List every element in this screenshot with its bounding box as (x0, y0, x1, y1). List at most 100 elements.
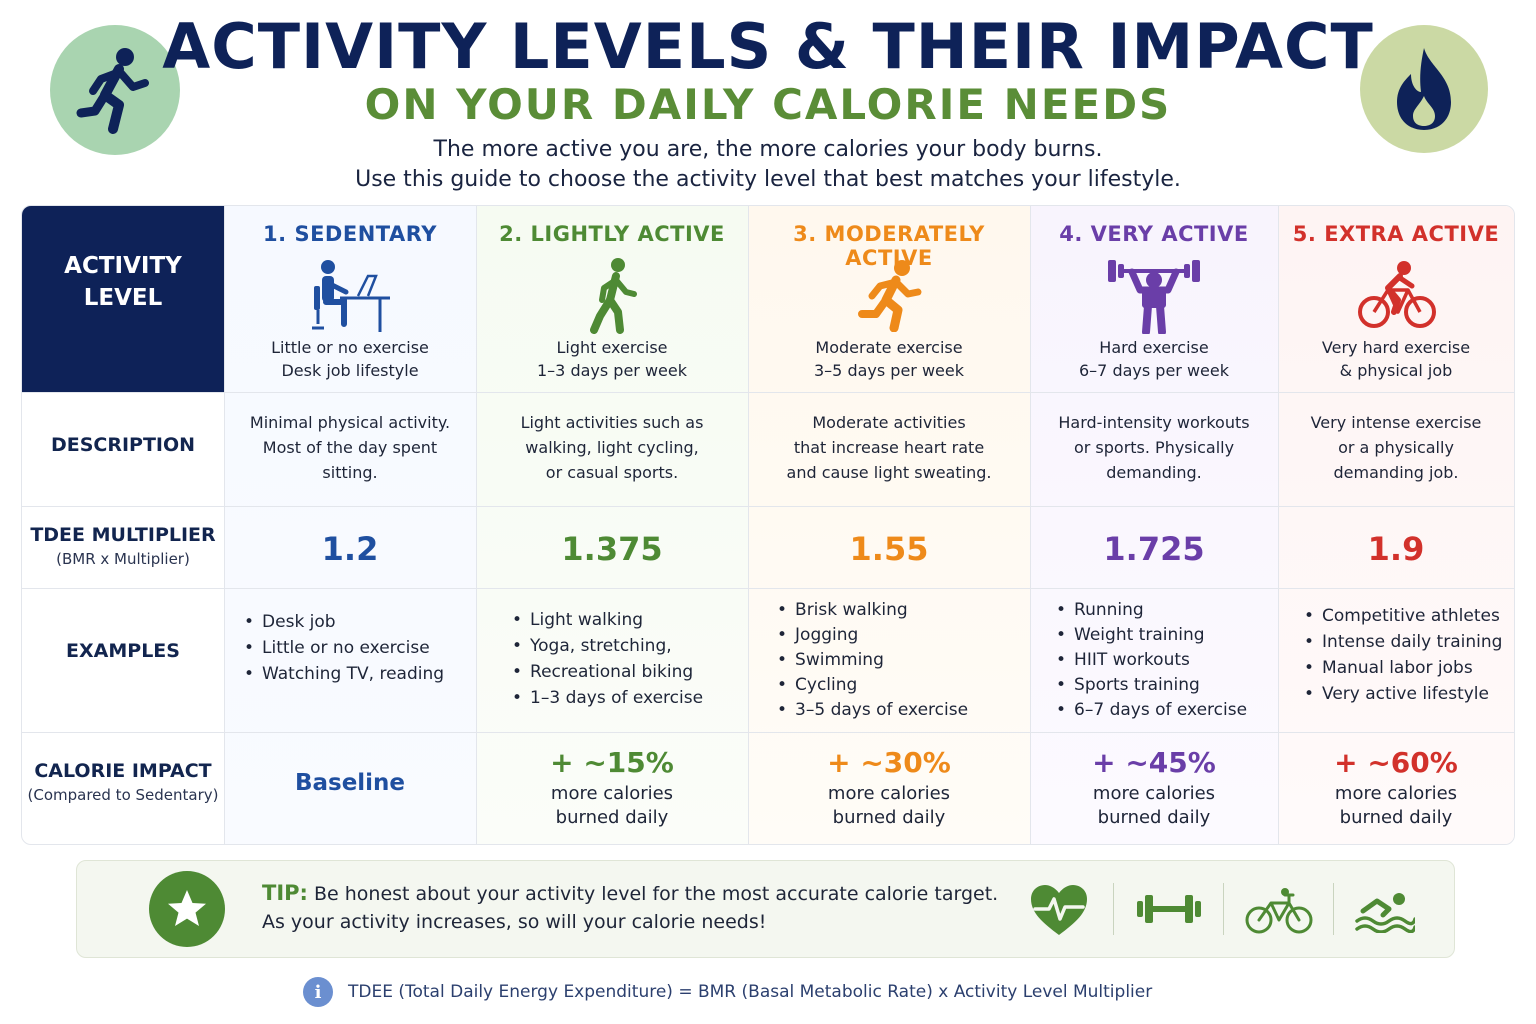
level-4-examples: Running Weight training HIIT workouts Sp… (1056, 598, 1247, 723)
star-icon (168, 890, 206, 926)
row-label-impact: CALORIE IMPACT (Compared to Sedentary) (22, 760, 224, 804)
level-1-title: 1. SEDENTARY (263, 222, 437, 246)
cyclist-icon (1358, 261, 1436, 328)
level-1-sub-1: Little or no exercise (271, 338, 429, 357)
tip-box: TIP: Be honest about your activity level… (76, 860, 1455, 958)
level-3-impact-line-1: more calories (827, 783, 951, 804)
level-2-sub-1: Light exercise (556, 338, 668, 357)
list-item: Manual labor jobs (1304, 655, 1502, 681)
list-item: Swimming (777, 648, 968, 673)
column-sedentary-bg (224, 206, 476, 844)
list-item: Watching TV, reading (244, 661, 444, 687)
level-5-impact-line-1: more calories (1334, 783, 1458, 804)
activity-table: ACTIVITY LEVEL DESCRIPTION TDEE MULTIPLI… (21, 205, 1515, 845)
list-item: Running (1056, 598, 1247, 623)
list-item: Desk job (244, 609, 444, 635)
level-3-sub-2: 3–5 days per week (814, 361, 964, 380)
page-subtitle: ON YOUR DAILY CALORIE NEEDS (364, 80, 1172, 129)
level-3-impact: + ~30% (827, 746, 951, 779)
list-item: Light walking (512, 607, 703, 633)
dumbbell-icon (1137, 895, 1201, 923)
list-item: 1–3 days of exercise (512, 685, 703, 711)
list-item: Competitive athletes (1304, 603, 1502, 629)
swimmer-icon (1355, 893, 1415, 933)
list-item: 6–7 days of exercise (1056, 698, 1247, 723)
level-3-desc-3: and cause light sweating. (786, 463, 992, 482)
row-label-description: DESCRIPTION (50, 434, 196, 456)
level-3-desc-1: Moderate activities (812, 413, 966, 432)
row-label-examples: EXAMPLES (66, 640, 180, 662)
list-item: Very active lifestyle (1304, 681, 1502, 707)
row-label-multiplier-title: TDEE MULTIPLIER (30, 524, 216, 546)
tip-line-2: As your activity increases, so will your… (262, 911, 767, 933)
level-2-multiplier: 1.375 (561, 530, 663, 568)
level-5-impact: + ~60% (1334, 746, 1458, 779)
level-4-desc-1: Hard-intensity workouts (1058, 413, 1250, 432)
level-2-desc-2: walking, light cycling, (525, 438, 699, 457)
page-title: ACTIVITY LEVELS & THEIR IMPACT (162, 10, 1374, 83)
list-item: Recreational biking (512, 659, 703, 685)
level-4-sub-2: 6–7 days per week (1079, 361, 1229, 380)
weightlifter-icon (1108, 260, 1200, 334)
level-4-sub-1: Hard exercise (1099, 338, 1209, 357)
level-4-title: 4. VERY ACTIVE (1059, 222, 1249, 246)
column-lightly-bg (476, 206, 748, 844)
tip-text-1: Be honest about your activity level for … (313, 883, 999, 905)
level-3-title: 3. MODERATELY ACTIVE (793, 222, 985, 270)
column-very-bg (1030, 206, 1278, 844)
level-3-sub-1: Moderate exercise (815, 338, 963, 357)
level-4-desc-3: demanding. (1106, 463, 1202, 482)
info-badge: i (303, 977, 333, 1007)
list-item: Yoga, stretching, (512, 633, 703, 659)
row-label-multiplier: TDEE MULTIPLIER (BMR x Multiplier) (22, 524, 224, 568)
level-1-desc-3: sitting. (322, 463, 378, 482)
level-5-sub-2: & physical job (1339, 361, 1453, 380)
level-1-impact: Baseline (294, 770, 406, 796)
intro-line-1: The more active you are, the more calori… (433, 137, 1103, 162)
list-item: Little or no exercise (244, 635, 444, 661)
row-label-multiplier-sub: (BMR x Multiplier) (56, 550, 190, 568)
level-2-title: 2. LIGHTLY ACTIVE (499, 222, 725, 246)
running-person-badge (50, 25, 180, 155)
level-5-sub-1: Very hard exercise (1321, 338, 1471, 357)
walking-person-icon (590, 258, 637, 334)
list-item: Intense daily training (1304, 629, 1502, 655)
level-2-impact-line-2: burned daily (555, 807, 669, 828)
level-4-impact-line-1: more calories (1092, 783, 1216, 804)
info-icon: i (314, 981, 322, 1003)
list-item: Brisk walking (777, 598, 968, 623)
level-3-impact-line-2: burned daily (832, 807, 946, 828)
list-item: Weight training (1056, 623, 1247, 648)
activity-level-header-cell (22, 206, 224, 392)
level-3-multiplier: 1.55 (849, 530, 929, 568)
flame-icon (1397, 48, 1451, 130)
level-5-desc-1: Very intense exercise (1310, 413, 1482, 432)
level-1-examples: Desk job Little or no exercise Watching … (244, 609, 444, 687)
heart-pulse-icon (1031, 885, 1087, 935)
star-badge (149, 871, 225, 947)
level-4-impact: + ~45% (1092, 746, 1216, 779)
level-3-examples: Brisk walking Jogging Swimming Cycling 3… (777, 598, 968, 723)
list-item: Sports training (1056, 673, 1247, 698)
level-5-title: 5. EXTRA ACTIVE (1292, 222, 1500, 246)
level-2-impact-line-1: more calories (550, 783, 674, 804)
level-2-desc-1: Light activities such as (520, 413, 704, 432)
running-person-icon (76, 48, 149, 134)
level-5-examples: Competitive athletes Intense daily train… (1304, 603, 1502, 707)
level-2-impact: + ~15% (550, 746, 674, 779)
level-1-multiplier: 1.2 (321, 530, 379, 568)
level-4-desc-2: or sports. Physically (1073, 438, 1235, 457)
list-item: 3–5 days of exercise (777, 698, 968, 723)
footer-formula: TDEE (Total Daily Energy Expenditure) = … (348, 982, 1153, 1002)
level-1-sub-2: Desk job lifestyle (281, 361, 419, 380)
level-5-desc-3: demanding job. (1333, 463, 1459, 482)
level-3-desc-2: that increase heart rate (793, 438, 985, 457)
level-4-multiplier: 1.725 (1103, 530, 1205, 568)
list-item: HIIT workouts (1056, 648, 1247, 673)
tip-line-1: TIP: Be honest about your activity level… (262, 881, 998, 905)
flame-badge (1360, 25, 1488, 153)
desk-worker-icon (312, 260, 390, 332)
tip-label: TIP: (262, 881, 308, 905)
level-5-multiplier: 1.9 (1367, 530, 1425, 568)
level-1-desc-2: Most of the day spent (262, 438, 438, 457)
